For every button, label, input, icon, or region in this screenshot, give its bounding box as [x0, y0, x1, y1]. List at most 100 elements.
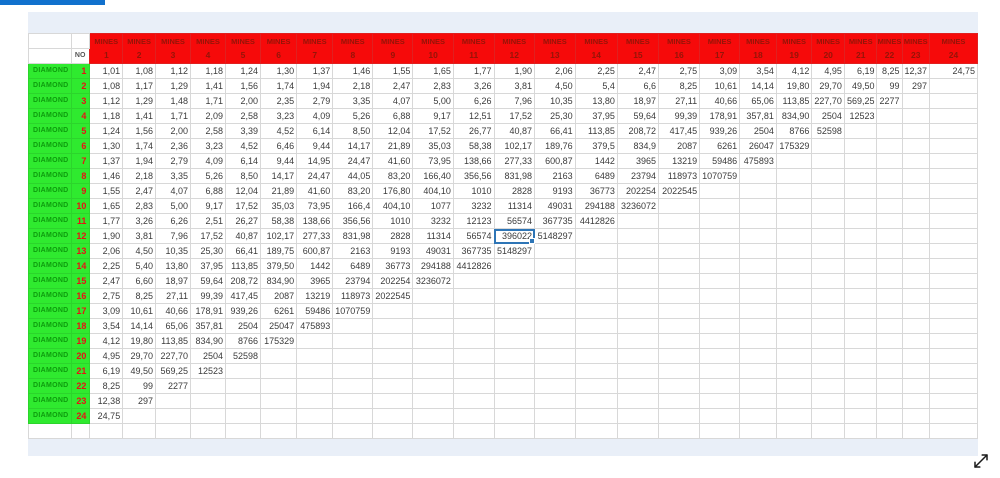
payout-cell[interactable]: 404,10 [412, 183, 454, 199]
payout-cell[interactable]: 6,88 [189, 183, 227, 199]
row-number-cell[interactable]: 12 [70, 228, 91, 244]
payout-cell[interactable] [332, 423, 374, 439]
payout-cell[interactable]: 1,08 [89, 78, 124, 94]
diamond-row-label[interactable]: DIAMOND [28, 183, 72, 199]
payout-cell[interactable]: 1,71 [154, 108, 192, 124]
payout-cell[interactable] [493, 288, 536, 304]
payout-cell[interactable]: 1,41 [122, 108, 156, 124]
payout-cell[interactable] [699, 198, 741, 214]
payout-cell[interactable]: 25,30 [534, 108, 576, 124]
payout-cell[interactable]: 2022545 [372, 288, 414, 304]
mines-column-header[interactable]: MINES 12 [493, 33, 536, 64]
payout-cell[interactable] [811, 168, 845, 184]
payout-cell[interactable] [616, 303, 659, 319]
payout-cell[interactable] [811, 243, 845, 259]
payout-cell[interactable] [843, 318, 878, 334]
payout-cell[interactable]: 2,09 [189, 108, 227, 124]
payout-cell[interactable]: 2163 [534, 168, 576, 184]
payout-cell[interactable] [929, 423, 978, 439]
payout-cell[interactable]: 569,25 [154, 363, 192, 379]
payout-cell[interactable]: 3965 [296, 273, 334, 289]
payout-cell[interactable]: 12,04 [372, 123, 414, 139]
payout-cell[interactable] [657, 378, 701, 394]
payout-cell[interactable]: 24,47 [332, 153, 374, 169]
payout-cell[interactable] [929, 303, 978, 319]
payout-cell[interactable]: 2828 [493, 183, 536, 199]
payout-cell[interactable] [843, 213, 878, 229]
payout-cell[interactable]: 27,11 [154, 288, 192, 304]
payout-cell[interactable]: 99 [876, 78, 903, 94]
payout-cell[interactable]: 102,17 [260, 228, 298, 244]
payout-cell[interactable] [616, 288, 659, 304]
payout-cell[interactable] [260, 378, 298, 394]
payout-cell[interactable]: 17,52 [412, 123, 454, 139]
payout-cell[interactable] [699, 243, 741, 259]
payout-cell[interactable]: 14,95 [296, 153, 334, 169]
payout-cell[interactable]: 297 [901, 78, 931, 94]
payout-cell[interactable]: 8766 [225, 333, 262, 349]
mines-column-header[interactable]: MINES 6 [260, 33, 298, 64]
payout-cell[interactable] [534, 393, 576, 409]
payout-cell[interactable] [260, 408, 298, 424]
payout-cell[interactable]: 118973 [657, 168, 701, 184]
payout-cell[interactable]: 4,52 [260, 123, 298, 139]
payout-cell[interactable]: 56574 [452, 228, 495, 244]
payout-cell[interactable] [260, 423, 298, 439]
payout-cell[interactable]: 294188 [412, 258, 454, 274]
payout-cell[interactable]: 56574 [493, 213, 536, 229]
payout-cell[interactable] [699, 318, 741, 334]
payout-cell[interactable] [574, 228, 618, 244]
payout-cell[interactable] [89, 423, 124, 439]
payout-cell[interactable]: 277,33 [296, 228, 334, 244]
payout-cell[interactable] [657, 273, 701, 289]
payout-cell[interactable]: 27,11 [657, 93, 701, 109]
payout-cell[interactable] [699, 303, 741, 319]
payout-cell[interactable]: 202254 [372, 273, 414, 289]
payout-cell[interactable]: 52598 [225, 348, 262, 364]
payout-cell[interactable]: 176,80 [372, 183, 414, 199]
payout-cell[interactable]: 24,75 [89, 408, 124, 424]
payout-cell[interactable]: 379,50 [260, 258, 298, 274]
payout-cell[interactable]: 40,66 [699, 93, 741, 109]
payout-cell[interactable] [699, 423, 741, 439]
diamond-row-label[interactable]: DIAMOND [28, 93, 72, 109]
mines-column-header[interactable]: MINES 5 [225, 33, 262, 64]
payout-cell[interactable]: 3,09 [89, 303, 124, 319]
diamond-row-label[interactable]: DIAMOND [28, 348, 72, 364]
payout-cell[interactable]: 8,25 [876, 63, 903, 79]
payout-cell[interactable] [843, 258, 878, 274]
diamond-row-label[interactable]: DIAMOND [28, 318, 72, 334]
payout-cell[interactable] [739, 333, 777, 349]
payout-cell[interactable]: 1010 [372, 213, 414, 229]
payout-cell[interactable]: 2,18 [122, 168, 156, 184]
payout-cell[interactable] [876, 363, 903, 379]
mines-column-header[interactable]: MINES 18 [739, 33, 777, 64]
payout-cell[interactable]: 10,35 [154, 243, 192, 259]
payout-cell[interactable] [811, 258, 845, 274]
payout-cell[interactable] [775, 258, 813, 274]
payout-cell[interactable] [122, 408, 156, 424]
mines-column-header[interactable]: MINES 11 [452, 33, 495, 64]
payout-cell[interactable] [811, 303, 845, 319]
payout-cell[interactable]: 357,81 [739, 108, 777, 124]
payout-cell[interactable]: 6,46 [260, 138, 298, 154]
payout-cell[interactable]: 175329 [775, 138, 813, 154]
payout-cell[interactable] [929, 198, 978, 214]
payout-cell[interactable] [811, 408, 845, 424]
payout-cell[interactable]: 3,35 [154, 168, 192, 184]
row-number-cell[interactable]: 5 [70, 123, 91, 139]
payout-cell[interactable] [225, 408, 262, 424]
payout-cell[interactable]: 367735 [534, 213, 576, 229]
payout-cell[interactable] [332, 378, 374, 394]
payout-cell[interactable] [843, 228, 878, 244]
payout-cell[interactable]: 178,91 [699, 108, 741, 124]
payout-cell[interactable] [929, 183, 978, 199]
diamond-row-label[interactable]: DIAMOND [28, 168, 72, 184]
payout-cell[interactable]: 5,00 [412, 93, 454, 109]
mines-column-header[interactable]: MINES 10 [412, 33, 454, 64]
payout-cell[interactable]: 2,47 [616, 63, 659, 79]
payout-cell[interactable] [843, 288, 878, 304]
payout-cell[interactable] [775, 288, 813, 304]
payout-cell[interactable]: 4412826 [574, 213, 618, 229]
payout-cell[interactable] [811, 423, 845, 439]
